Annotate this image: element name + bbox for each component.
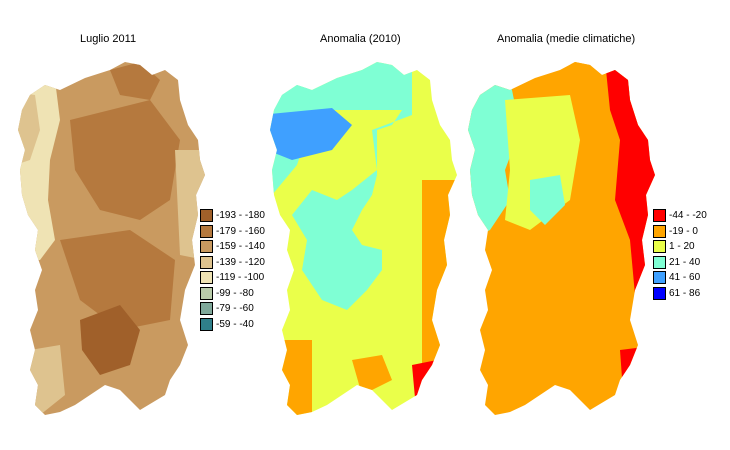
legend-right-swatch	[653, 286, 666, 300]
legend-right-label: 21 - 40	[669, 256, 701, 268]
legend-left-swatch	[200, 255, 213, 269]
legend-left-label: -119 - -100	[216, 272, 265, 284]
legend-left-swatch	[200, 271, 213, 285]
legend-left-entry: -99 - -80	[200, 286, 265, 302]
legend-left-entry: -159 - -140	[200, 239, 265, 255]
legend-left-swatch	[200, 209, 213, 223]
legend-left-swatch	[200, 317, 213, 331]
legend-left-label: -79 - -60	[216, 303, 254, 315]
map-july-2011	[18, 62, 205, 415]
map-title-july-2011: Luglio 2011	[80, 33, 137, 45]
map-anomaly-climate-means	[468, 62, 655, 415]
legend-right-swatch	[653, 271, 666, 285]
legend-left-label: -159 - -140	[216, 241, 265, 253]
legend-left-label: -59 - -40	[216, 318, 254, 330]
legend-left-swatch	[200, 240, 213, 254]
legend-left-entry: -59 - -40	[200, 317, 265, 333]
legend-right-label: 61 - 86	[669, 287, 701, 299]
legend-left-entry: -119 - -100	[200, 270, 265, 286]
legend-left-label: -193 - -180	[216, 210, 265, 222]
legend-anomaly: -44 - -20 -19 - 0 1 - 20 21 - 40 41 - 60 61 -…	[653, 208, 707, 301]
legend-right-swatch	[653, 209, 666, 223]
legend-left-entry: -193 - -180	[200, 208, 265, 224]
legend-right-entry: -19 - 0	[653, 224, 707, 240]
legend-right-entry: 1 - 20	[653, 239, 707, 255]
legend-left-label: -99 - -80	[216, 287, 254, 299]
legend-july-2011: -193 - -180 -179 - -160 -159 - -140 -139 - …	[200, 208, 265, 332]
legend-right-entry: 61 - 86	[653, 286, 707, 302]
legend-right-swatch	[653, 255, 666, 269]
legend-right-entry: 21 - 40	[653, 255, 707, 271]
legend-right-swatch	[653, 224, 666, 238]
legend-right-label: 41 - 60	[669, 272, 701, 284]
map-anomaly-2010	[270, 62, 457, 415]
legend-left-entry: -139 - -120	[200, 255, 265, 271]
legend-left-swatch	[200, 302, 213, 316]
legend-right-entry: -44 - -20	[653, 208, 707, 224]
legend-right-label: -19 - 0	[669, 225, 698, 237]
legend-right-label: -44 - -20	[669, 210, 707, 222]
legend-right-label: 1 - 20	[669, 241, 695, 253]
legend-left-label: -139 - -120	[216, 256, 265, 268]
legend-left-label: -179 - -160	[216, 225, 265, 237]
map-title-anomaly-climate-means: Anomalia (medie climatiche)	[497, 33, 636, 45]
legend-right-entry: 41 - 60	[653, 270, 707, 286]
legend-left-entry: -79 - -60	[200, 301, 265, 317]
legend-left-swatch	[200, 286, 213, 300]
map-title-anomaly-2010: Anomalia (2010)	[320, 33, 401, 45]
legend-left-swatch	[200, 224, 213, 238]
legend-right-swatch	[653, 240, 666, 254]
legend-left-entry: -179 - -160	[200, 224, 265, 240]
